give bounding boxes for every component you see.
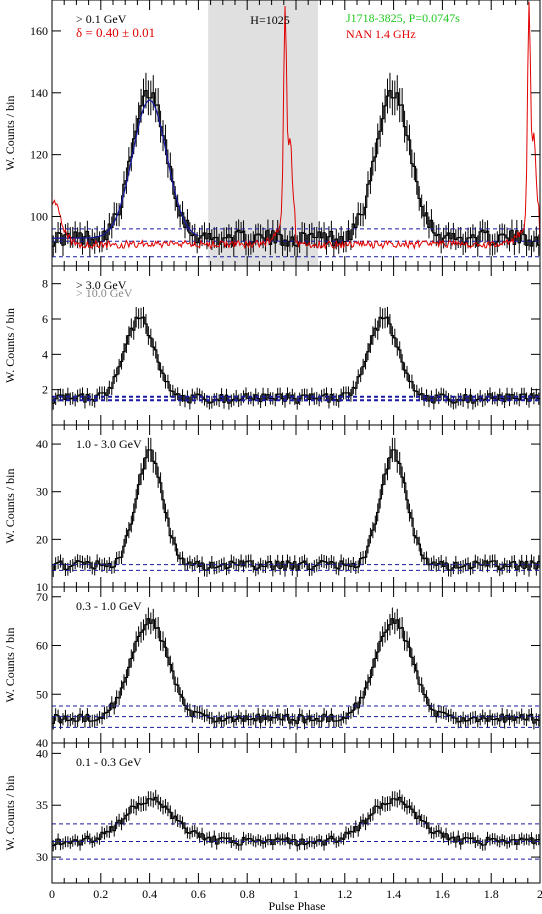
pulse-fit-curve [52,99,199,239]
energy-band-label: 1.0 - 3.0 GeV [76,437,142,451]
y-axis-label: W. Counts / bin [3,776,17,851]
y-tick-label: 6 [42,312,48,326]
x-tick-label: 0.4 [142,887,157,901]
x-tick-label: 1.4 [386,887,401,901]
radio-label: NAN 1.4 GHz [346,27,416,41]
x-tick-label: 0.6 [191,887,206,901]
x-tick-label: 1.6 [435,887,450,901]
y-tick-label: 20 [36,532,48,546]
x-tick-label: 0.8 [240,887,255,901]
x-tick-labels: 0 0.2 0.4 0.6 0.8 1 1.2 1.4 1.6 1.8 2 [49,887,542,901]
y-tick-label: 40 [36,736,48,750]
histogram-bottom [52,796,540,847]
energy-band-label: 0.1 - 0.3 GeV [76,755,142,769]
error-bars-fourth [52,607,540,730]
energy-band-label-secondary: > 10.0 GeV [76,286,133,300]
x-tick-label: 1 [293,887,299,901]
x-tick-label: 1.8 [484,887,499,901]
histogram-fourth [52,618,540,724]
x-tick-label: 0.2 [93,887,108,901]
energy-band-label: 0.3 - 1.0 GeV [76,599,142,613]
y-tick-label: 120 [30,148,48,162]
histogram-third [52,449,540,571]
y-tick-label: 100 [30,210,48,224]
pulsar-label: J1718-3825, P=0.0747s [346,11,460,25]
h-test-label: H=1025 [250,13,289,27]
panel-bottom: 30 35 40 W. Counts / bin 0.1 - 0.3 GeV [3,742,541,884]
radio-profile-curve [51,1,541,251]
histogram-top [52,89,540,247]
x-tick-label: 0 [49,887,55,901]
error-bars-third [52,437,540,577]
y-tick-label: 160 [30,24,48,38]
y-tick-label: 10 [36,580,48,594]
y-tick-label: 70 [36,590,48,604]
y-tick-label: 8 [42,277,48,291]
y-axis-label: W. Counts / bin [3,628,17,703]
y-tick-label: 30 [36,850,48,864]
y-tick-label: 60 [36,639,48,653]
energy-band-label: > 0.1 GeV [76,12,127,26]
y-tick-label: 50 [36,687,48,701]
fit-label: δ = 0.40 ± 0.01 [76,25,155,40]
x-tick-label: 1.2 [337,887,352,901]
histogram-second [52,316,540,404]
x-tick-label: 2 [537,887,542,901]
panel-second: 2 4 6 8 W. Counts / bin > 3.0 GeV> 10.0 GeV [3,265,541,426]
y-axis-label: W. Counts / bin [3,96,17,171]
y-tick-label: 2 [42,383,48,397]
y-tick-label: 30 [36,485,48,499]
y-axis-label: W. Counts / bin [3,469,17,544]
energy-band-label: > 3.0 GeV [76,278,127,292]
y-tick-label: 40 [36,746,48,760]
y-axis-label: W. Counts / bin [3,308,17,383]
shaded-offpulse-region [208,0,318,266]
y-tick-label: 40 [36,437,48,451]
y-tick-label: 4 [42,347,48,361]
panel-third: 10 20 30 40 W. Counts / bin 1.0 - 3.0 GeV [3,424,541,594]
y-tick-label: 140 [30,86,48,100]
y-tick-label: 35 [36,798,48,812]
x-axis-label: Pulse Phase [269,899,326,913]
panel-fourth: 40 50 60 70 W. Counts / bin 0.3 - 1.0 GeV [3,586,541,750]
